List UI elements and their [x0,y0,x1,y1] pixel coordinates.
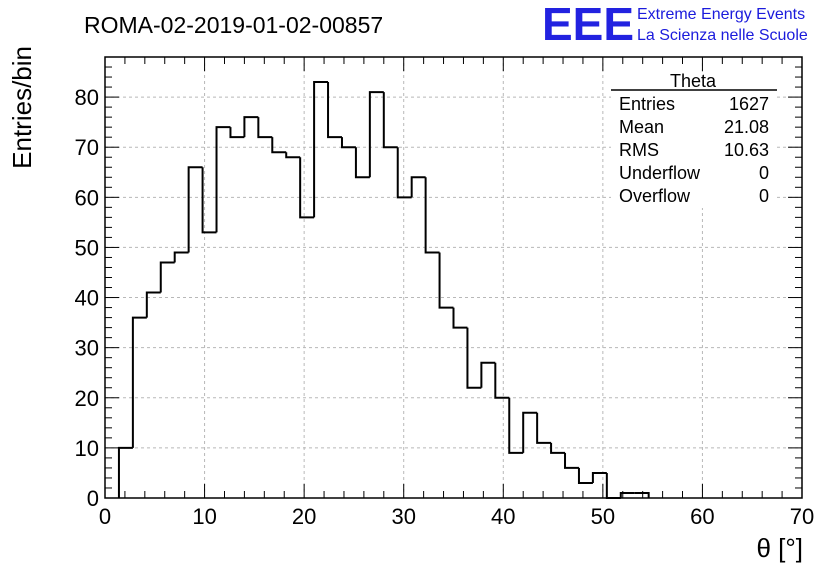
histogram-bin [550,442,566,454]
y-tick-label: 10 [75,436,99,461]
histogram-bin [438,252,454,309]
histogram-bin [271,137,287,154]
histogram-bin [243,116,259,138]
eee-logo-mark: EEE [542,0,634,50]
histogram-bin [145,291,161,318]
stats-label-overflow: Overflow [619,186,691,206]
histogram-bin [201,167,217,234]
histogram-bin [382,92,398,149]
histogram-bin [619,491,635,498]
x-tick-label: 0 [99,504,111,529]
histogram-bin [564,452,579,469]
y-tick-label: 50 [75,235,99,260]
y-tick-label: 40 [75,286,99,311]
stats-value-entries: 1627 [729,94,769,114]
x-tick-label: 50 [591,504,615,529]
stats-label-entries: Entries [619,94,675,114]
histogram-bin [368,91,384,178]
histogram-bin [424,177,440,254]
histogram-bin [410,176,426,198]
x-tick-label: 70 [790,504,814,529]
stats-value-mean: 21.08 [724,117,769,137]
stats-box: Theta Entries 1627 Mean 21.08 RMS 10.63 … [611,71,777,208]
x-tick-label: 40 [491,504,515,529]
y-tick-label: 30 [75,336,99,361]
histogram-bin [340,137,356,149]
stats-value-rms: 10.63 [724,140,769,160]
tick-labels: 0 10 20 30 40 50 60 70 0 10 20 30 40 50 60 70 80 [75,85,815,529]
histogram-bin [536,412,552,444]
y-tick-label: 0 [87,486,99,511]
histogram-bin [494,362,510,399]
y-tick-label: 70 [75,135,99,160]
eee-logo: EEE Extreme Energy Events La Scienza nel… [542,0,808,50]
axes [104,56,803,499]
grid [105,57,802,498]
histogram-bin [285,152,301,159]
histogram-series [117,81,650,499]
histogram-bin [480,361,496,388]
histogram-bin [187,166,203,253]
histogram-bin [173,251,189,263]
stats-label-rms: RMS [619,140,659,160]
histogram-bin [131,316,147,448]
histogram-bin [396,147,412,199]
y-axis-title: Entries/bin [7,46,37,169]
histogram-bin [634,491,650,498]
histogram-bin [466,327,482,389]
histogram-bin [215,126,231,233]
x-axis-title: θ [°] [756,533,803,563]
histogram-bin [354,147,370,179]
x-tick-label: 30 [391,504,415,529]
x-tick-label: 10 [192,504,216,529]
histogram-bin [313,81,329,218]
y-tick-label: 60 [75,185,99,210]
histogram-bin [452,307,468,329]
stats-box-background [611,78,777,208]
stats-label-underflow: Underflow [619,163,701,183]
histogram-bin [299,157,315,219]
histogram-bin [327,82,342,139]
x-tick-label: 60 [690,504,714,529]
histogram-bin [522,411,538,453]
y-tick-label: 20 [75,386,99,411]
stats-box-title: Theta [670,71,717,91]
histogram-bin [591,471,607,483]
y-tick-label: 80 [75,85,99,110]
logo-line-1: Extreme Energy Events [637,6,805,23]
logo-line-2: La Scienza nelle Scuole [637,27,808,44]
histogram-bin [508,397,524,454]
stats-value-underflow: 0 [759,163,769,183]
stats-value-overflow: 0 [759,186,769,206]
x-tick-label: 20 [292,504,316,529]
histogram-bin [257,117,273,139]
chart-title: ROMA-02-2019-01-02-00857 [84,12,383,38]
stats-label-mean: Mean [619,117,664,137]
histogram-bin [229,127,245,139]
histogram-bin [159,261,175,293]
histogram-bin [577,467,593,484]
